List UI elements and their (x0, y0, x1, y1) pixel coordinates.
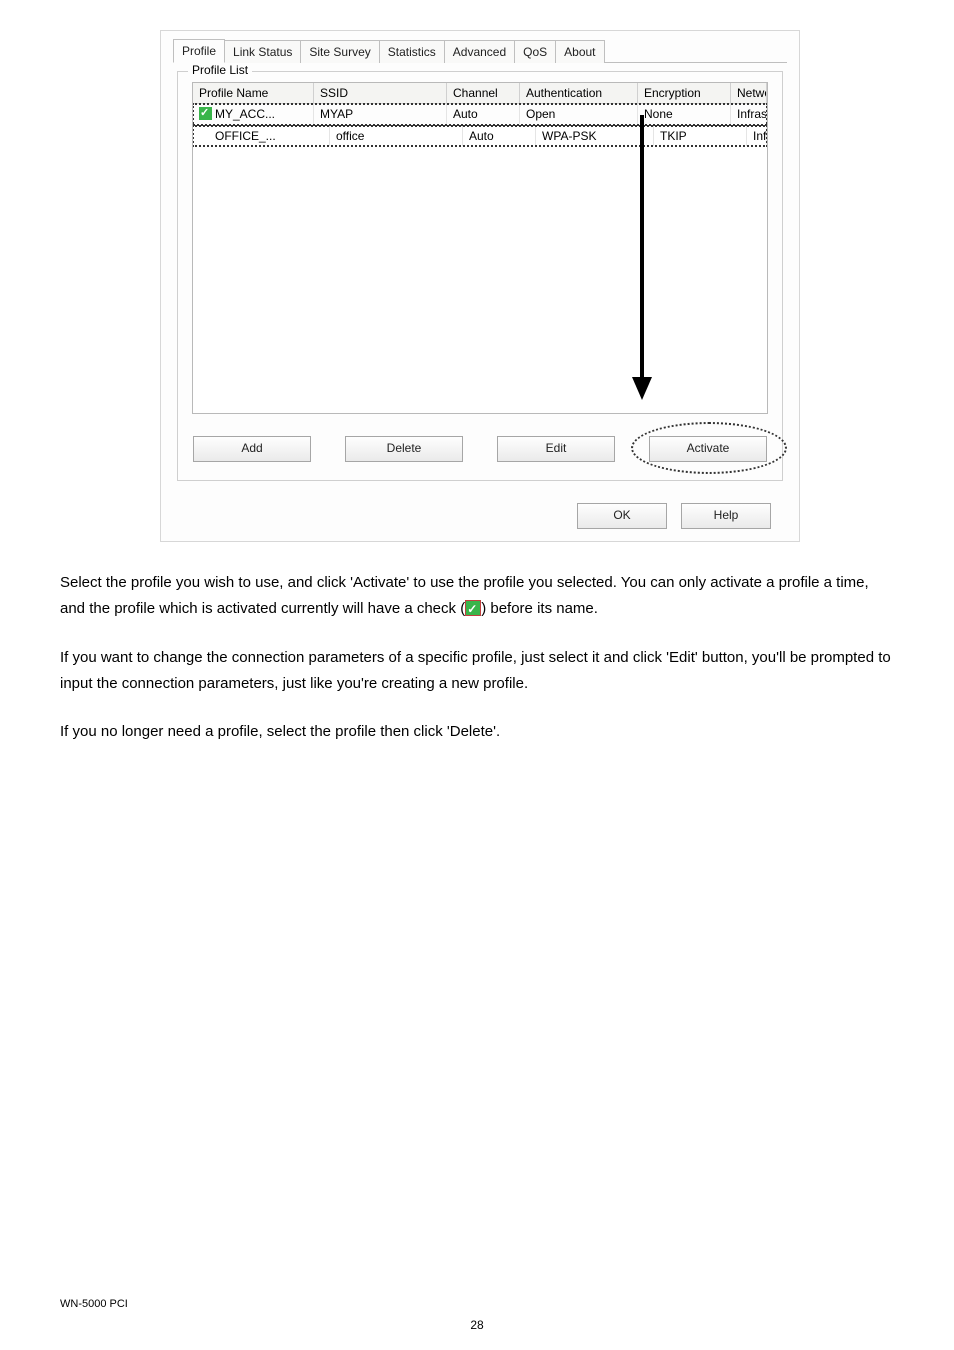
wifi-profile-dialog: Profile Link Status Site Survey Statisti… (160, 30, 800, 542)
tab-site-survey[interactable]: Site Survey (300, 40, 379, 63)
cell-name-1: OFFICE_... (193, 126, 330, 146)
cell-channel-1: Auto (463, 126, 536, 146)
col-profile-name[interactable]: Profile Name (193, 83, 314, 104)
cell-name-0: MY_ACC... (215, 107, 275, 121)
group-label: Profile List (188, 63, 252, 77)
tab-profile[interactable]: Profile (173, 39, 225, 63)
cell-enc-1: TKIP (654, 126, 747, 146)
profile-listview[interactable]: Profile Name SSID Channel Authentication… (192, 82, 768, 414)
col-channel[interactable]: Channel (447, 83, 520, 104)
cell-ssid-1: office (330, 126, 463, 146)
ok-button[interactable]: OK (577, 503, 667, 529)
page-number: 28 (0, 1318, 954, 1332)
profile-list-group: Profile List Profile Name SSID Channel A… (177, 71, 783, 481)
tab-statistics[interactable]: Statistics (379, 40, 445, 63)
col-encryption[interactable]: Encryption (638, 83, 731, 104)
footer-model: WN-5000 PCI (60, 1298, 128, 1310)
activate-button[interactable]: Activate (649, 436, 767, 462)
tab-qos[interactable]: QoS (514, 40, 556, 63)
paragraph-2: If you want to change the connection par… (60, 645, 894, 698)
col-ssid[interactable]: SSID (314, 83, 447, 104)
tab-about[interactable]: About (555, 40, 604, 63)
tab-link-status[interactable]: Link Status (224, 40, 301, 63)
delete-button[interactable]: Delete (345, 436, 463, 462)
cell-auth-1: WPA-PSK (536, 126, 654, 146)
col-network-type[interactable]: Network Ty... (731, 83, 767, 104)
paragraph-3: If you no longer need a profile, select … (60, 719, 894, 745)
cell-net-0: Infrastructure (731, 104, 767, 124)
active-check-icon (199, 107, 212, 120)
profile-row-active[interactable]: MY_ACC... MYAP Auto Open None Infrastruc… (193, 104, 767, 126)
cell-ssid-0: MYAP (314, 104, 447, 124)
cell-enc-0: None (638, 104, 731, 124)
inline-check-icon (465, 600, 481, 616)
tab-advanced[interactable]: Advanced (444, 40, 515, 63)
paragraph-1: Select the profile you wish to use, and … (60, 570, 894, 623)
listview-header: Profile Name SSID Channel Authentication… (193, 83, 767, 104)
profile-row[interactable]: OFFICE_... office Auto WPA-PSK TKIP Infr… (193, 126, 767, 146)
document-body: Select the profile you wish to use, and … (60, 570, 894, 745)
cell-auth-0: Open (520, 104, 638, 124)
help-button[interactable]: Help (681, 503, 771, 529)
edit-button[interactable]: Edit (497, 436, 615, 462)
cell-channel-0: Auto (447, 104, 520, 124)
col-authentication[interactable]: Authentication (520, 83, 638, 104)
button-row: Add Delete Edit Activate (192, 436, 768, 462)
add-button[interactable]: Add (193, 436, 311, 462)
tabstrip: Profile Link Status Site Survey Statisti… (173, 39, 787, 63)
dialog-bottom-buttons: OK Help (173, 493, 787, 529)
cell-net-1: Infrastructure (747, 126, 767, 146)
callout-arrow-icon (632, 115, 662, 405)
